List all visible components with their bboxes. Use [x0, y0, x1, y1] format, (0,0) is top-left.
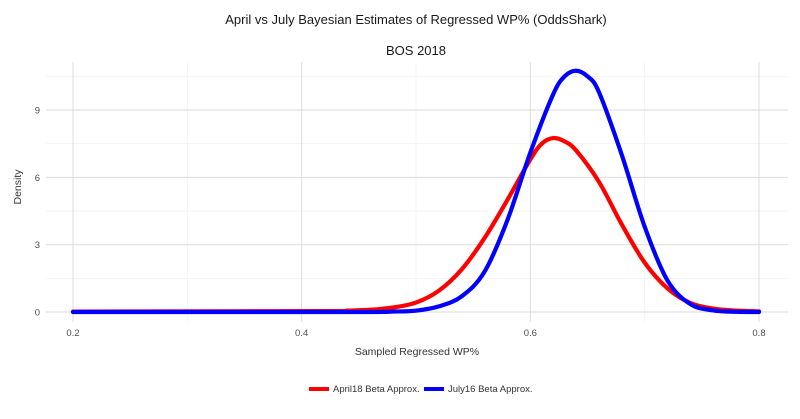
x-tick-label: 0.2 [66, 328, 79, 339]
legend: April18 Beta Approx. July16 Beta Approx. [309, 384, 533, 395]
x-tick-label: 0.6 [524, 328, 537, 339]
y-tick-label: 0 [35, 308, 40, 319]
y-axis-label: Density [12, 169, 24, 205]
legend-label-april: April18 Beta Approx. [333, 384, 420, 395]
chart-subtitle: BOS 2018 [386, 43, 446, 58]
x-tick-label: 0.8 [752, 328, 765, 339]
july-density-line [70, 68, 762, 315]
axis-ticks: 0.2 0.4 0.6 0.8 0 3 6 9 [35, 106, 766, 340]
legend-label-july: July16 Beta Approx. [448, 384, 533, 395]
x-tick-label: 0.4 [295, 328, 308, 339]
y-tick-label: 3 [35, 240, 40, 251]
grid-lines [46, 62, 788, 322]
chart-title: April vs July Bayesian Estimates of Regr… [225, 12, 606, 27]
y-tick-label: 9 [35, 106, 40, 117]
x-axis-label: Sampled Regressed WP% [355, 346, 479, 358]
y-tick-label: 6 [35, 173, 40, 184]
series-lines [70, 68, 762, 315]
